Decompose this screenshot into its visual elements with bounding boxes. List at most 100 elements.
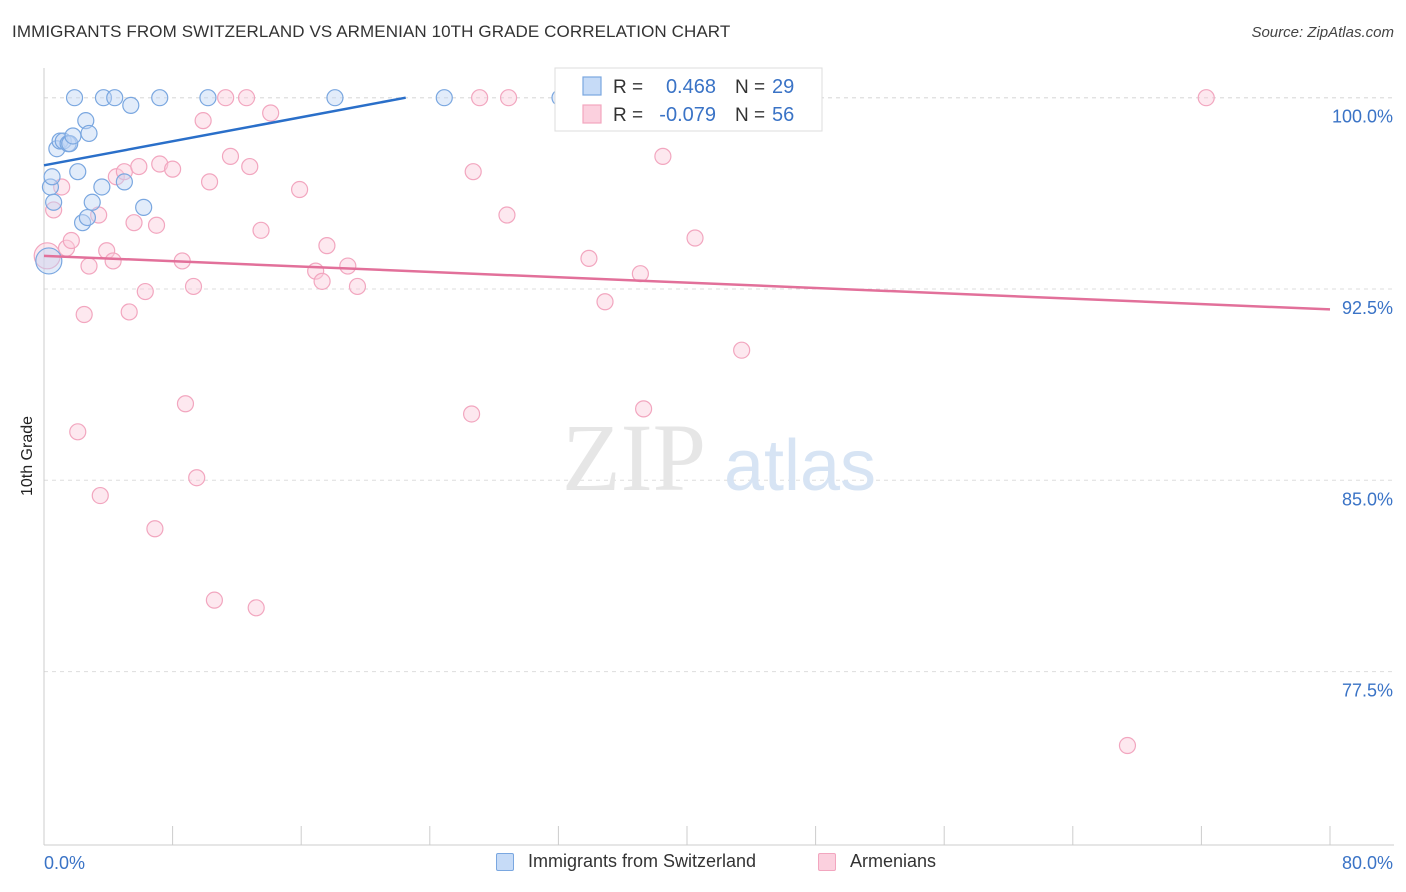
trend-lines [43,96,1331,311]
point-armenians [217,89,235,107]
point-armenians [462,405,481,423]
point-armenians [1197,89,1215,107]
point-switzerland [77,112,95,130]
point-armenians [136,282,154,301]
watermark: ZIP atlas [562,404,876,511]
legend-label-switzerland: Immigrants from Switzerland [528,851,757,871]
stats-legend: R = 0.468 N = 29 R = -0.079 N = 56 [554,67,823,132]
legend-n-value: 29 [772,76,794,98]
point-switzerland [69,163,87,181]
point-switzerland [106,89,124,107]
point-armenians [499,89,518,107]
point-switzerland [64,127,82,145]
source-label: Source: ZipAtlas.com [1251,24,1394,41]
point-armenians [104,252,122,270]
y-tick-label: 77.5% [1342,681,1393,701]
point-armenians [188,469,206,487]
point-armenians [471,89,489,107]
legend-label-armenians: Armenians [850,851,937,871]
point-switzerland [73,214,92,232]
point-armenians [237,89,256,107]
point-armenians [75,305,93,324]
point-armenians [69,423,87,441]
point-armenians [147,216,166,234]
point-armenians [313,272,331,290]
point-switzerland [83,193,101,211]
legend-n-value: 56 [772,104,794,126]
point-armenians [205,591,223,609]
watermark-zip: ZIP [562,404,706,511]
legend-item-armenians[interactable]: Armenians [818,851,936,872]
point-armenians [151,155,169,173]
point-armenians [241,157,259,176]
y-tick-label: 100.0% [1332,107,1393,127]
legend-r-value: 0.468 [666,76,716,98]
point-armenians [1118,736,1137,755]
point-switzerland [135,198,153,216]
point-armenians [176,395,195,413]
legend-n-label: N = [735,77,765,98]
point-armenians [62,231,80,250]
point-armenians [634,400,653,418]
point-switzerland [78,208,97,227]
axes [43,68,1394,846]
trend-line-switzerland [43,96,406,167]
point-armenians [290,180,309,199]
legend-r-label: R = [613,77,643,98]
point-switzerland [435,89,453,107]
point-armenians [130,157,148,176]
x-tick-label-min: 0.0% [44,853,85,873]
point-armenians [221,147,240,165]
point-switzerland [93,178,111,196]
point-armenians [80,257,98,275]
point-switzerland [65,89,84,107]
point-armenians [194,112,212,130]
legend-item-switzerland[interactable]: Immigrants from Switzerland [496,851,756,872]
watermark-atlas: atlas [724,426,876,506]
point-armenians [262,104,280,122]
point-switzerland [43,168,61,186]
point-armenians [184,277,203,296]
point-armenians [348,277,367,296]
y-tick-label: 92.5% [1342,298,1393,318]
point-armenians [247,599,265,617]
legend-swatch [582,104,602,124]
point-armenians [339,257,357,275]
legend-swatch [582,76,602,96]
point-switzerland [199,89,217,107]
point-armenians [120,303,138,321]
series-legend: Immigrants from Switzerland Armenians [0,851,1406,877]
y-tick-label: 85.0% [1342,489,1393,509]
point-armenians [596,293,614,311]
legend-swatch-blue [496,852,514,871]
point-armenians [252,221,270,239]
point-switzerland [35,247,63,275]
legend-r-label: R = [613,105,643,126]
point-switzerland [115,173,133,191]
legend-swatch-pink [818,852,836,871]
point-switzerland [151,89,169,107]
point-armenians [200,173,219,191]
point-armenians [498,206,516,224]
tick-labels: 100.0% 92.5% 85.0% 77.5% 0.0% 80.0% [44,107,1393,873]
legend-n-label: N = [735,105,765,126]
point-armenians [733,341,751,359]
point-switzerland [122,96,140,114]
point-switzerland [326,89,344,107]
point-armenians [654,147,672,165]
legend-r-value: -0.079 [659,104,716,126]
chart-title: IMMIGRANTS FROM SWITZERLAND VS ARMENIAN … [12,22,731,41]
point-switzerland [45,193,63,211]
point-armenians [91,486,109,505]
point-switzerland [80,124,98,143]
gridlines [44,97,1394,673]
x-tick-label-max: 80.0% [1342,853,1393,873]
point-armenians [164,160,182,178]
point-armenians [580,249,598,267]
point-armenians [686,229,704,247]
point-armenians [464,163,482,181]
point-armenians [146,520,164,538]
point-armenians [318,237,336,255]
point-armenians [125,214,143,232]
